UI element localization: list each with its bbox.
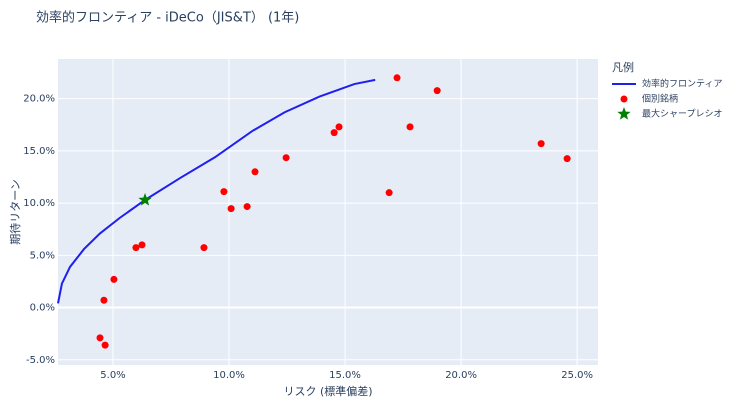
point-marker (282, 154, 290, 162)
legend-swatch (620, 95, 628, 103)
point-marker (335, 123, 343, 131)
legend-label: 最大シャープレシオ (642, 108, 722, 120)
point-marker (537, 140, 545, 148)
y-tick-label: 0.0% (30, 303, 55, 314)
point-marker (200, 244, 208, 252)
x-tick-label: 5.0% (100, 370, 125, 381)
point-marker (243, 203, 251, 211)
point-marker (220, 188, 228, 196)
x-tick-label: 20.0% (445, 370, 477, 381)
point-marker (100, 296, 108, 304)
point-marker (251, 168, 259, 176)
y-tick-label: -5.0% (26, 355, 55, 366)
x-axis-title: リスク (標準偏差) (283, 384, 372, 398)
frontier-line (57, 78, 376, 304)
y-tick-label: 5.0% (30, 250, 55, 261)
y-axis-title: 期待リターン (8, 179, 22, 244)
point-marker (138, 241, 146, 249)
legend-swatch (617, 107, 631, 120)
x-tick-label: 25.0% (561, 370, 593, 381)
y-tick-label: 10.0% (23, 198, 55, 209)
plot-area (58, 59, 598, 365)
point-marker (330, 129, 338, 137)
point-marker (385, 189, 393, 197)
star-marker (138, 192, 152, 206)
chart-title: 効率的フロンティア - iDeCo（JIS&T） (1年) (36, 10, 299, 26)
y-tick-label: 15.0% (23, 146, 55, 157)
point-marker (96, 334, 104, 342)
point-marker (132, 244, 140, 252)
legend-label: 個別銘柄 (642, 93, 678, 105)
legend-item: 効率的フロンティア (612, 78, 722, 90)
legend-title: 凡例 (612, 60, 634, 74)
point-marker (433, 87, 441, 95)
x-tick-label: 15.0% (329, 370, 361, 381)
point-marker (563, 155, 571, 163)
point-marker (110, 275, 118, 283)
legend-item: 最大シャープレシオ (617, 107, 722, 120)
point-marker (227, 205, 235, 213)
legend-item: 個別銘柄 (620, 93, 678, 105)
legend-label: 効率的フロンティア (642, 78, 722, 90)
x-tick-label: 10.0% (213, 370, 245, 381)
y-tick-label: 20.0% (23, 94, 55, 105)
point-marker (101, 341, 109, 349)
point-marker (406, 123, 414, 131)
point-marker (393, 74, 401, 82)
